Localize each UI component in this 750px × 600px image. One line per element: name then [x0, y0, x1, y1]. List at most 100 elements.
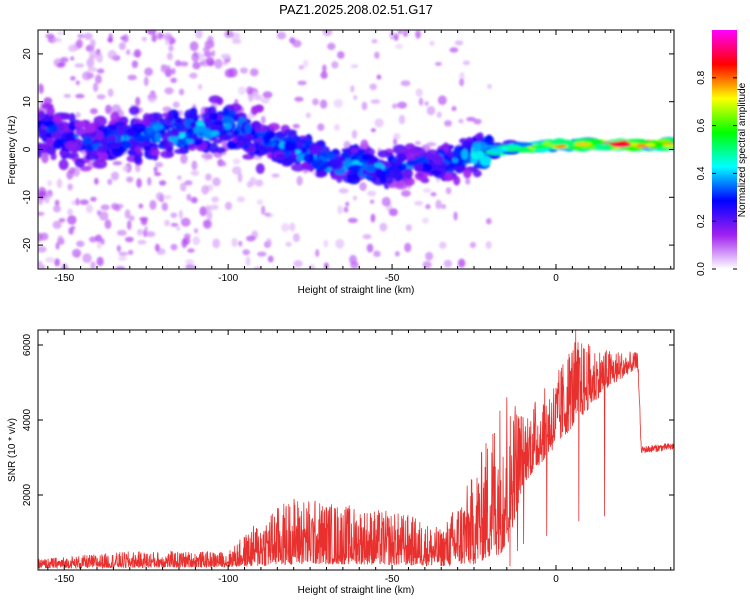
heatmap-cell	[45, 191, 54, 198]
heatmap-cell	[179, 182, 187, 192]
heatmap-cell	[317, 123, 325, 131]
heatmap-cell	[343, 140, 351, 149]
heatmap-cell	[422, 261, 432, 269]
heatmap-cell	[237, 172, 243, 183]
snr-frame	[37, 329, 675, 571]
heatmap-cell	[86, 57, 95, 68]
heatmap-cell	[361, 101, 368, 111]
heatmap-cell	[353, 95, 358, 100]
heatmap-cell	[38, 232, 43, 242]
heatmap-cell	[214, 147, 227, 154]
heatmap-cell	[352, 195, 358, 201]
heatmap-cell	[453, 211, 458, 221]
heatmap-cell	[298, 65, 305, 70]
heatmap-cell	[377, 149, 389, 158]
heatmap-cell	[250, 105, 258, 116]
heatmap-cell	[186, 127, 194, 135]
heatmap-cell	[385, 174, 394, 185]
heatmap-cell	[215, 113, 223, 121]
heatmap-cell	[122, 141, 132, 149]
heatmap-cell	[74, 63, 85, 68]
heatmap-cell	[376, 74, 382, 80]
heatmap-cell	[116, 229, 127, 236]
heatmap-cell	[211, 50, 216, 57]
heatmap-cell	[204, 220, 210, 227]
heatmap-cell	[107, 50, 117, 60]
heatmap-cell	[82, 137, 94, 146]
heatmap-cell	[462, 168, 472, 179]
heatmap-cell	[186, 193, 192, 201]
heatmap-cell	[54, 199, 60, 206]
heatmap-cell	[146, 126, 153, 135]
heatmap-cell	[175, 123, 185, 131]
heatmap-cell	[210, 130, 220, 137]
heatmap-cell	[275, 131, 288, 139]
heatmap-cell	[231, 237, 238, 248]
heatmap-cell	[133, 49, 142, 58]
snr-x-axis-label: Height of straight line (km)	[298, 585, 415, 596]
heatmap-cell	[81, 71, 92, 81]
heatmap-cell	[444, 120, 452, 127]
heatmap-cell	[138, 203, 144, 209]
heatmap-cell	[319, 99, 328, 109]
heatmap-cell	[117, 126, 125, 136]
heatmap-cell	[469, 241, 477, 249]
heatmap-cell	[337, 51, 345, 59]
heatmap-cell	[332, 174, 339, 180]
heatmap-cell	[128, 105, 140, 116]
heatmap-cell	[268, 122, 280, 132]
heatmap-cell	[451, 106, 457, 112]
snr-panel: -150 -100 -50 0 2000 4000 6000 Height of stra…	[7, 329, 675, 596]
heatmap-cell	[203, 51, 212, 58]
heatmap-cell	[188, 143, 197, 151]
heatmap-cell	[224, 68, 234, 78]
heatmap-cell	[46, 146, 57, 156]
heatmap-cell	[185, 263, 194, 269]
heatmap-cell	[255, 145, 268, 152]
heatmap-cell	[70, 56, 75, 61]
heatmap-cell	[370, 213, 376, 223]
heatmap-cell	[161, 202, 169, 212]
heatmap-cell	[393, 132, 401, 140]
heatmap-cell	[151, 33, 157, 43]
heatmap-cell	[56, 178, 63, 189]
heatmap-cell	[83, 32, 93, 41]
heatmap-cell	[404, 170, 411, 179]
colorbar-tick-label: 0.4	[696, 166, 707, 180]
heatmap-cell	[315, 249, 320, 257]
heatmap-cell	[222, 161, 227, 167]
heatmap-cell	[257, 251, 267, 257]
heatmap-cell	[143, 145, 151, 152]
spectrogram-x-tick-label: -150	[54, 273, 74, 284]
heatmap-cell	[52, 140, 63, 150]
spectrogram-y-tick-label: -20	[22, 237, 33, 252]
spectrogram-y-tick-label: 0	[22, 146, 33, 152]
heatmap-cell	[145, 231, 156, 238]
heatmap-cell	[164, 87, 174, 95]
heatmap-cell	[218, 133, 233, 142]
heatmap-cell	[338, 188, 349, 194]
heatmap-cell	[92, 82, 99, 93]
heatmap-cell	[394, 251, 400, 257]
heatmap-cell	[87, 66, 98, 73]
heatmap-cell	[237, 138, 245, 148]
heatmap-cell	[199, 206, 208, 217]
snr-y-tick-label: 2000	[22, 483, 33, 506]
heatmap-cell	[400, 80, 411, 87]
heatmap-cell	[77, 33, 85, 39]
heatmap-cell	[210, 124, 221, 130]
heatmap-cell	[245, 135, 254, 141]
colorbar-tick-label: 0.8	[696, 70, 707, 84]
heatmap-cell	[458, 118, 464, 124]
heatmap-cell	[238, 86, 246, 96]
snr-y-ticks: 2000 4000 6000	[22, 333, 674, 506]
heatmap-cell	[60, 112, 71, 120]
heatmap-cell	[281, 223, 290, 232]
heatmap-cell	[224, 122, 232, 130]
heatmap-cell	[45, 33, 55, 39]
heatmap-cell	[146, 113, 155, 123]
heatmap-cell	[70, 151, 79, 161]
heatmap-cell	[471, 150, 485, 160]
heatmap-cell	[484, 135, 495, 147]
